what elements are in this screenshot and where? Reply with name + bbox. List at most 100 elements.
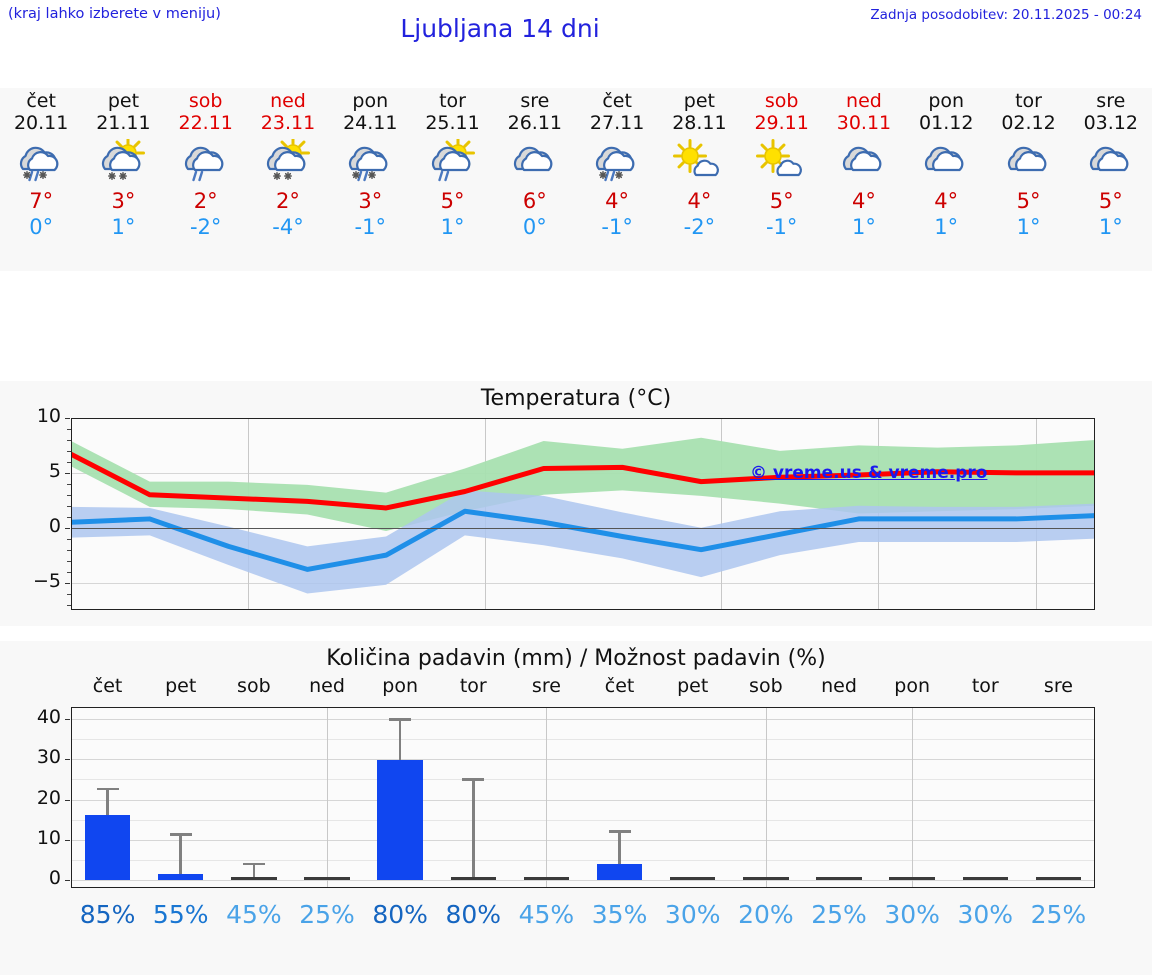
precipitation-bar[interactable] xyxy=(304,877,350,880)
precipitation-probability-label: 80% xyxy=(445,900,502,929)
day-of-week-label: ned xyxy=(846,90,882,112)
max-temperature-label: 4° xyxy=(605,189,630,213)
precipitation-y-tick-label: 10 xyxy=(36,826,61,849)
precipitation-bar[interactable] xyxy=(1035,877,1082,880)
precipitation-minor-gridline xyxy=(71,819,1095,821)
precipitation-y-tick-label: 40 xyxy=(36,706,61,729)
precipitation-error-bar xyxy=(471,778,475,880)
day-date-label: 28.11 xyxy=(672,112,727,134)
y-axis-minor-tick xyxy=(67,560,71,562)
sun-cloud-snow-icon xyxy=(247,138,329,188)
precipitation-bar[interactable] xyxy=(158,874,204,880)
min-temperature-label: 0° xyxy=(29,215,54,239)
precipitation-bar[interactable] xyxy=(743,877,789,880)
temperature-zero-line xyxy=(71,527,1095,529)
precipitation-day-label: sob xyxy=(237,675,271,697)
precipitation-probability-label: 30% xyxy=(884,900,940,929)
day-of-week-label: sob xyxy=(188,90,223,112)
min-temperature-label: 1° xyxy=(111,215,136,239)
precipitation-error-cap-top xyxy=(608,830,631,834)
max-temperature-label: 5° xyxy=(769,189,794,213)
precipitation-probability-label: 45% xyxy=(518,900,575,929)
precipitation-error-cap-top xyxy=(389,718,412,721)
precipitation-probability-label: 30% xyxy=(664,900,721,929)
precipitation-bar[interactable] xyxy=(816,877,862,880)
day-forecast-cell[interactable]: sob 29.11 5° -1° xyxy=(741,88,823,271)
y-axis-minor-tick xyxy=(67,483,71,485)
precipitation-bar[interactable] xyxy=(523,877,570,880)
min-temperature-label: -1° xyxy=(354,215,386,239)
day-forecast-cell[interactable]: tor 02.12 5° 1° xyxy=(987,88,1069,271)
min-temperature-label: -2° xyxy=(683,215,716,239)
precipitation-error-bar xyxy=(252,862,256,880)
day-of-week-label: pon xyxy=(928,90,965,112)
max-temperature-label: 6° xyxy=(522,189,547,213)
precipitation-day-label: pon xyxy=(894,675,930,697)
day-forecast-cell[interactable]: čet 20.11 7° 0° xyxy=(0,88,82,271)
precipitation-error-bar xyxy=(179,833,182,880)
day-of-week-label: pon xyxy=(352,90,389,112)
day-forecast-cell[interactable]: pet 28.11 4° -2° xyxy=(658,88,740,271)
day-forecast-cell[interactable]: čet 27.11 4° -1° xyxy=(576,88,658,271)
precipitation-minor-gridline xyxy=(71,739,1095,741)
y-axis-minor-tick xyxy=(67,571,71,573)
day-forecast-cell[interactable]: tor 25.11 5° 1° xyxy=(411,88,493,271)
cloudy-rain-snow-icon xyxy=(576,138,658,188)
min-temperature-label: 1° xyxy=(1016,215,1041,239)
precipitation-bar[interactable] xyxy=(231,877,277,880)
precipitation-bar[interactable] xyxy=(450,877,496,880)
temperature-vertical-gridline xyxy=(248,418,250,610)
page-header: (kraj lahko izberete v meniju) Ljubljana… xyxy=(0,0,1152,60)
precipitation-bar[interactable] xyxy=(670,877,716,880)
day-forecast-cell[interactable]: ned 30.11 4° 1° xyxy=(823,88,905,271)
menu-hint-text: (kraj lahko izberete v meniju) xyxy=(8,6,221,22)
y-axis-tick xyxy=(65,799,70,801)
precipitation-bar[interactable] xyxy=(596,864,643,880)
y-axis-minor-tick xyxy=(67,428,71,430)
precipitation-day-label: ned xyxy=(309,675,345,697)
precipitation-bar[interactable] xyxy=(377,760,423,880)
precipitation-bar[interactable] xyxy=(889,877,935,880)
temperature-chart-title: Temperatura (°C) xyxy=(480,386,672,411)
sun-cloud-snow-icon xyxy=(82,138,164,188)
sun-cloud-rain-icon xyxy=(411,138,493,188)
precipitation-bar[interactable] xyxy=(84,814,131,880)
day-date-label: 26.11 xyxy=(507,112,563,134)
precipitation-probability-label: 25% xyxy=(811,900,867,929)
y-axis-minor-tick xyxy=(67,604,71,606)
precipitation-gridline xyxy=(71,839,1095,841)
precipitation-error-cap-top xyxy=(169,833,192,836)
precipitation-day-label: pet xyxy=(165,675,197,697)
day-date-label: 24.11 xyxy=(343,112,398,134)
cloudy-icon xyxy=(987,138,1069,188)
max-temperature-label: 4° xyxy=(687,189,712,213)
day-date-label: 20.11 xyxy=(13,112,69,134)
day-forecast-cell[interactable]: pon 24.11 3° -1° xyxy=(329,88,411,271)
precipitation-day-label: sre xyxy=(1043,675,1073,697)
y-axis-minor-tick xyxy=(67,494,71,496)
precipitation-day-label: tor xyxy=(971,675,999,697)
day-forecast-cell[interactable]: pet 21.11 3° 1° xyxy=(82,88,164,271)
precipitation-probability-label: 25% xyxy=(1030,900,1087,929)
precipitation-chart-title: Količina padavin (mm) / Možnost padavin … xyxy=(326,646,826,671)
day-of-week-label: ned xyxy=(270,90,306,112)
day-forecast-cell[interactable]: sre 26.11 6° 0° xyxy=(494,88,576,271)
max-temperature-label: 4° xyxy=(852,189,876,213)
day-forecast-cell[interactable]: pon 01.12 4° 1° xyxy=(905,88,987,271)
y-axis-tick xyxy=(65,759,70,761)
precipitation-day-label: tor xyxy=(459,675,487,697)
precipitation-bar[interactable] xyxy=(962,877,1008,880)
precipitation-probability-label: 55% xyxy=(152,900,209,929)
y-axis-minor-tick xyxy=(67,549,71,551)
precipitation-probability-label: 80% xyxy=(372,900,428,929)
precipitation-probability-label: 85% xyxy=(79,900,136,929)
precipitation-probability-label: 35% xyxy=(591,900,648,929)
day-forecast-cell[interactable]: sre 03.12 5° 1° xyxy=(1070,88,1152,271)
y-axis-minor-tick xyxy=(67,505,71,507)
day-forecast-cell[interactable]: sob 22.11 2° -2° xyxy=(165,88,247,271)
max-temperature-label: 3° xyxy=(111,189,136,213)
day-forecast-cell[interactable]: ned 23.11 2° -4° xyxy=(247,88,329,271)
precipitation-minor-gridline xyxy=(71,779,1095,781)
y-axis-minor-tick xyxy=(67,538,71,540)
